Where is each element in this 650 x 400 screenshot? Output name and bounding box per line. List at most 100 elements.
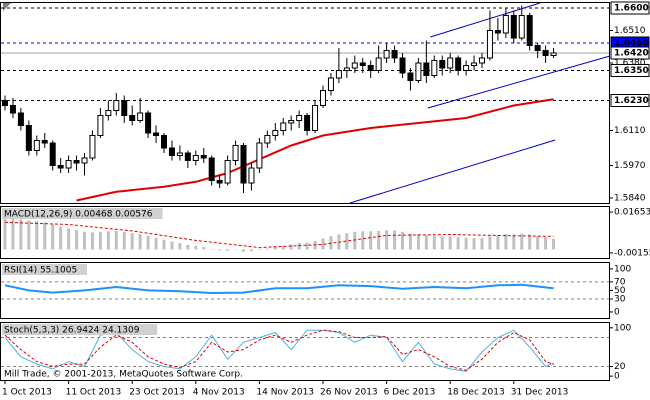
histogram-bar bbox=[377, 230, 381, 250]
histogram-bar bbox=[472, 238, 476, 250]
histogram-bar bbox=[35, 221, 39, 250]
level-label: 1.6230 bbox=[614, 96, 649, 106]
x-tick-label: 14 Nov 2013 bbox=[256, 388, 314, 398]
candle-body bbox=[17, 112, 24, 126]
histogram-bar bbox=[202, 247, 206, 250]
y-tick-label: 0 bbox=[614, 307, 620, 317]
candle-body bbox=[479, 57, 485, 64]
histogram-bar bbox=[552, 238, 556, 250]
histogram-bar bbox=[226, 249, 230, 251]
candle-body bbox=[383, 50, 390, 59]
candle-body bbox=[176, 152, 183, 156]
histogram-bar bbox=[19, 219, 23, 250]
histogram-bar bbox=[146, 235, 150, 250]
candle-body bbox=[33, 140, 40, 151]
histogram-bar bbox=[536, 235, 540, 250]
indicator-label: MACD(12,26,9) 0.00468 0.00576 bbox=[4, 210, 153, 220]
candle-body bbox=[121, 100, 128, 116]
candle-body bbox=[113, 100, 120, 111]
panel-frame bbox=[0, 2, 610, 204]
y-tick-label: 70 bbox=[614, 277, 626, 287]
y-tick-label: 0.01653 bbox=[614, 208, 650, 218]
panel-frame bbox=[0, 322, 610, 381]
indicator-label: Stoch(5,3,3) 26.9424 24.1309 bbox=[4, 326, 140, 336]
candle-body bbox=[97, 115, 104, 136]
histogram-bar bbox=[416, 234, 420, 250]
candle-body bbox=[399, 57, 406, 74]
histogram-bar bbox=[27, 220, 31, 250]
indicator-line bbox=[4, 283, 554, 295]
histogram-bar bbox=[83, 231, 86, 250]
candle-body bbox=[502, 15, 509, 34]
histogram-bar bbox=[345, 233, 349, 250]
level-label-box bbox=[610, 94, 650, 107]
histogram-bar bbox=[456, 237, 460, 250]
histogram-bar bbox=[257, 249, 261, 250]
candle-body bbox=[510, 15, 517, 39]
candle-body bbox=[415, 62, 422, 81]
candle-body bbox=[407, 72, 414, 81]
histogram-bar bbox=[305, 242, 309, 250]
candle-body bbox=[423, 62, 430, 76]
histogram-bar bbox=[281, 245, 285, 250]
candle-body bbox=[455, 57, 462, 71]
y-tick-label: 0 bbox=[614, 372, 620, 382]
candle-body bbox=[296, 115, 303, 121]
indicator-line bbox=[4, 221, 554, 249]
candle-body bbox=[161, 135, 167, 149]
candle-body bbox=[184, 152, 191, 161]
histogram-bar bbox=[130, 233, 134, 250]
x-tick-label: 26 Nov 2013 bbox=[320, 388, 378, 398]
level-label-box bbox=[610, 64, 650, 77]
histogram-bar bbox=[393, 230, 397, 250]
candle-body bbox=[471, 62, 478, 66]
candle-body bbox=[494, 30, 501, 34]
level-label-box bbox=[610, 46, 650, 60]
candle-body bbox=[65, 160, 72, 169]
histogram-bar bbox=[106, 231, 110, 250]
candle-body bbox=[137, 112, 144, 121]
candle-body bbox=[73, 160, 80, 164]
x-tick-label: 31 Dec 2013 bbox=[511, 388, 569, 398]
histogram-bar bbox=[3, 218, 7, 250]
histogram-bar bbox=[488, 236, 492, 250]
histogram-bar bbox=[512, 234, 516, 250]
candle-body bbox=[41, 140, 48, 144]
candle-body bbox=[375, 57, 382, 71]
histogram-bar bbox=[520, 233, 524, 250]
histogram-bar bbox=[170, 241, 174, 250]
candle-body bbox=[550, 52, 557, 56]
histogram-bar bbox=[122, 231, 126, 250]
histogram-bar bbox=[385, 230, 389, 250]
candle-body bbox=[224, 160, 231, 184]
y-tick-label: 100 bbox=[614, 323, 631, 333]
histogram-bar bbox=[496, 235, 500, 250]
trendline bbox=[427, 55, 611, 109]
candle-body bbox=[192, 155, 199, 161]
panel-frame bbox=[0, 206, 610, 259]
candle-body bbox=[272, 130, 279, 136]
histogram-bar bbox=[353, 231, 357, 250]
candle-body bbox=[351, 62, 358, 69]
histogram-bar bbox=[154, 237, 158, 250]
x-tick-label: 6 Dec 2013 bbox=[384, 388, 436, 398]
histogram-bar bbox=[432, 235, 436, 250]
y-tick-label: 1.6510 bbox=[614, 26, 646, 36]
histogram-bar bbox=[178, 243, 182, 250]
candle-body bbox=[312, 105, 319, 131]
indicator-label-box bbox=[2, 264, 87, 275]
candle-body bbox=[526, 15, 533, 46]
level-label: 1.6600 bbox=[614, 4, 649, 14]
histogram-bar bbox=[528, 234, 532, 250]
histogram-bar bbox=[51, 224, 55, 250]
y-tick-label: 30 bbox=[614, 295, 626, 305]
candle-body bbox=[145, 112, 152, 134]
candle-body bbox=[49, 142, 56, 166]
candle-body bbox=[463, 65, 470, 71]
histogram-bar bbox=[186, 244, 190, 250]
candle-body bbox=[288, 120, 295, 124]
candle-body bbox=[280, 122, 287, 131]
corner-icon bbox=[3, 3, 11, 11]
level-label: 1.6420 bbox=[614, 49, 649, 59]
